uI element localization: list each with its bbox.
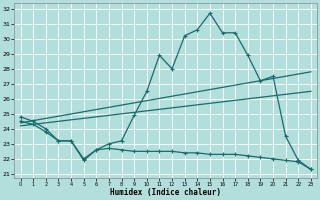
X-axis label: Humidex (Indice chaleur): Humidex (Indice chaleur) [110, 188, 221, 197]
